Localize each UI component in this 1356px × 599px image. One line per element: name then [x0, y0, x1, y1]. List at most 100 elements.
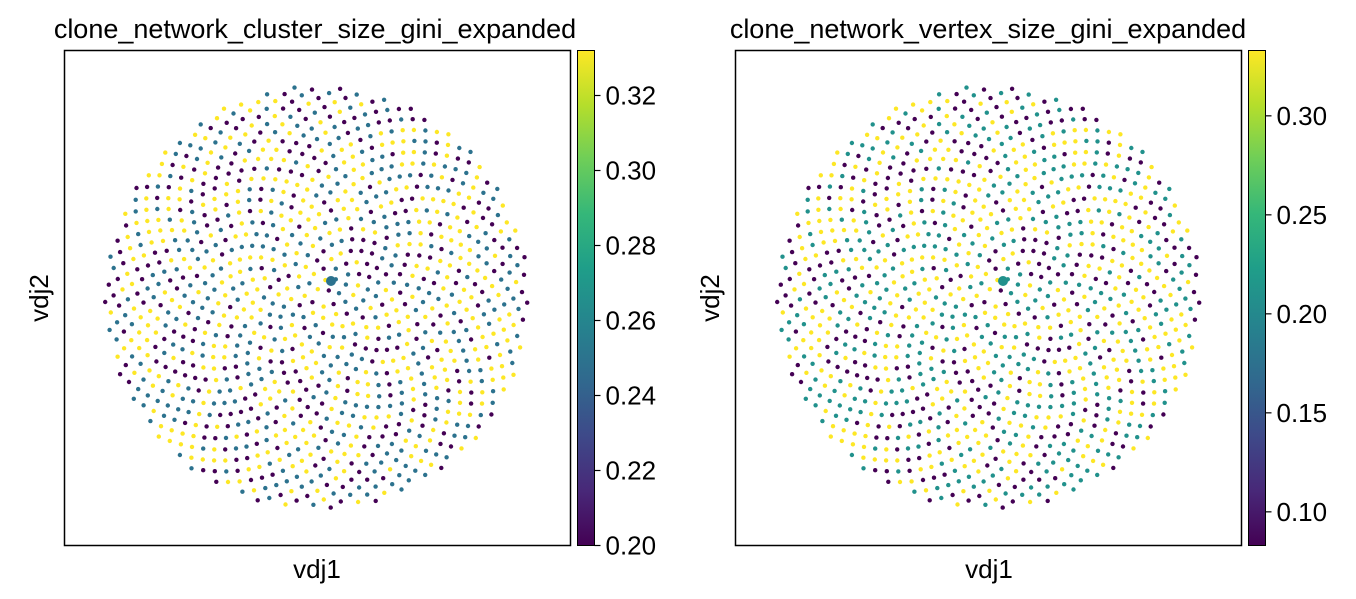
scatter-point [899, 261, 905, 266]
scatter-point [322, 200, 327, 205]
scatter-point [956, 479, 961, 484]
scatter-point [860, 283, 865, 288]
scatter-point [843, 329, 849, 334]
scatter-point [270, 472, 275, 477]
scatter-point [403, 208, 408, 214]
scatter-point [323, 130, 328, 135]
scatter-point [850, 442, 856, 447]
scatter-point [399, 390, 404, 395]
scatter-point [420, 299, 426, 305]
scatter-point [359, 248, 364, 254]
scatter-point [333, 395, 338, 401]
scatter-point [838, 206, 843, 212]
scatter-point [866, 156, 872, 162]
scatter-point [931, 475, 937, 480]
scatter-point [129, 354, 135, 359]
scatter-point [1128, 338, 1134, 344]
scatter-point [345, 130, 351, 136]
scatter-point [1102, 197, 1108, 202]
scatter-point [1095, 330, 1100, 335]
scatter-point [309, 87, 315, 92]
scatter-point [163, 150, 168, 155]
chart-panel-1: clone_network_cluster_size_gini_expanded… [24, 14, 656, 584]
scatter-point [166, 379, 171, 384]
scatter-point [373, 484, 378, 489]
scatter-point [258, 307, 263, 312]
scatter-point [263, 485, 268, 491]
scatter-point [969, 107, 974, 113]
scatter-point [823, 295, 828, 300]
scatter-point [333, 476, 339, 481]
scatter-point [990, 473, 995, 478]
scatter-point [261, 335, 267, 340]
scatter-point [449, 292, 455, 297]
scatter-point [859, 265, 865, 270]
scatter-point [1079, 173, 1085, 178]
scatter-point [401, 139, 406, 144]
scatter-point [848, 407, 853, 412]
scatter-point [1140, 401, 1146, 406]
scatter-point [1001, 449, 1006, 454]
scatter-point [907, 343, 912, 348]
scatter-point [971, 342, 977, 347]
scatter-point [436, 296, 441, 302]
scatter-point [371, 425, 376, 430]
scatter-point [1121, 292, 1127, 297]
scatter-point [260, 220, 266, 226]
scatter-point [201, 365, 206, 370]
scatter-point [136, 231, 141, 237]
scatter-point [250, 220, 255, 225]
scatter-point [212, 186, 217, 191]
scatter-point [939, 461, 944, 466]
scatter-point [886, 479, 891, 484]
scatter-point [874, 171, 880, 176]
scatter-point [205, 160, 210, 165]
scatter-point [865, 422, 870, 428]
scatter-point [1021, 197, 1027, 203]
scatter-point [1083, 127, 1089, 133]
scatter-point [423, 128, 428, 133]
scatter-point [194, 230, 200, 235]
scatter-point [1046, 371, 1051, 376]
scatter-point [410, 273, 415, 278]
scatter-point [952, 468, 958, 473]
scatter-point [278, 314, 283, 319]
scatter-point [244, 444, 249, 449]
scatter-point [991, 370, 997, 375]
scatter-point [410, 117, 415, 122]
scatter-point [517, 345, 523, 350]
scatter-point [280, 139, 285, 144]
scatter-point [827, 206, 832, 212]
scatter-point [907, 199, 913, 204]
scatter-point [842, 393, 847, 398]
scatter-point [222, 355, 227, 360]
scatter-point [448, 444, 454, 449]
scatter-point [144, 184, 150, 190]
scatter-point [295, 123, 300, 128]
scatter-point [501, 327, 506, 332]
scatter-point [1161, 222, 1167, 227]
scatter-point [1033, 298, 1038, 303]
scatter-point [500, 203, 505, 208]
scatter-point [120, 287, 125, 292]
scatter-point [489, 283, 495, 289]
scatter-point [476, 357, 481, 362]
scatter-point [1092, 299, 1098, 305]
scatter-point [169, 227, 175, 233]
scatter-point [291, 421, 296, 426]
scatter-point [1088, 286, 1093, 291]
scatter-point [329, 406, 334, 412]
scatter-point [189, 444, 195, 450]
scatter-point [1193, 272, 1199, 277]
scatter-point [1095, 392, 1100, 397]
scatter-point [1101, 365, 1107, 370]
scatter-point [381, 97, 387, 103]
scatter-point [1151, 401, 1157, 406]
scatter-point [1164, 268, 1169, 274]
scatter-point [190, 338, 196, 344]
scatter-point [801, 281, 807, 287]
scatter-point [327, 141, 332, 147]
scatter-point [307, 334, 313, 340]
scatter-point [321, 456, 326, 461]
